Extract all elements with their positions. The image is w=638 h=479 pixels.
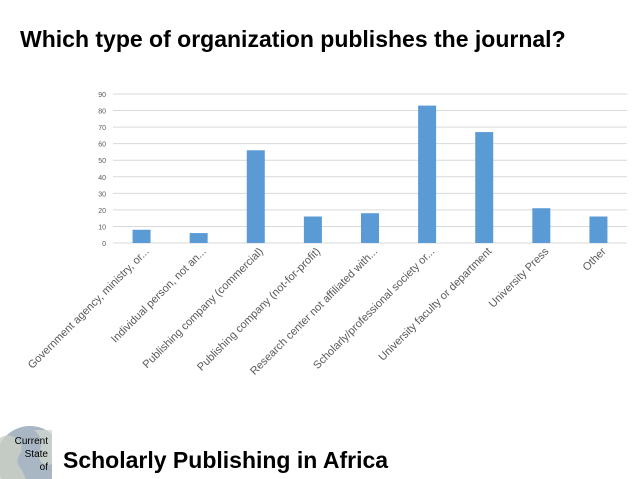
y-tick-label: 70 — [98, 125, 106, 132]
x-tick-label: University faculty or department — [376, 246, 494, 364]
x-tick-label: Research center not affiliated with... — [248, 246, 380, 378]
globe-map-icon — [0, 426, 52, 479]
bar — [589, 216, 608, 243]
logo-line-1: Current — [14, 436, 48, 447]
bar — [246, 150, 265, 243]
x-tick-label: Publishing company (not-for-profit) — [195, 246, 323, 374]
y-tick-label: 80 — [98, 109, 106, 116]
x-tick-label: University Press — [487, 245, 552, 310]
y-tick-label: 40 — [98, 175, 106, 182]
bar — [189, 233, 208, 243]
y-tick-label: 50 — [98, 158, 106, 165]
x-tick-label: Scholarly/professional society or... — [311, 246, 437, 372]
bar — [132, 229, 151, 243]
y-tick-label: 30 — [98, 191, 106, 198]
logo-line-2: State — [24, 449, 48, 460]
y-tick-label: 10 — [98, 224, 106, 231]
y-tick-label: 0 — [102, 241, 106, 248]
x-tick-label: Other — [581, 245, 609, 273]
logo: Current State of — [0, 420, 52, 479]
bar — [361, 213, 379, 243]
bar — [303, 216, 322, 243]
bar — [532, 208, 551, 243]
bar-chart: 0 10 20 30 40 50 60 70 80 90 Government agency, mi… — [26, 92, 627, 378]
bar — [475, 132, 494, 243]
bar — [418, 105, 437, 243]
y-tick-label: 20 — [98, 208, 106, 215]
y-tick-label: 90 — [98, 92, 106, 99]
footer-title: Scholarly Publishing in Africa — [63, 447, 389, 473]
logo-line-3: of — [39, 462, 48, 473]
x-tick-label: Individual person, not an... — [109, 246, 209, 346]
x-tick-label: Publishing company (commercial) — [141, 246, 266, 371]
y-tick-label: 60 — [98, 142, 106, 149]
slide-title: Which type of organization publishes the… — [20, 26, 566, 52]
x-tick-label: Government agency, ministry, or... — [26, 246, 152, 372]
